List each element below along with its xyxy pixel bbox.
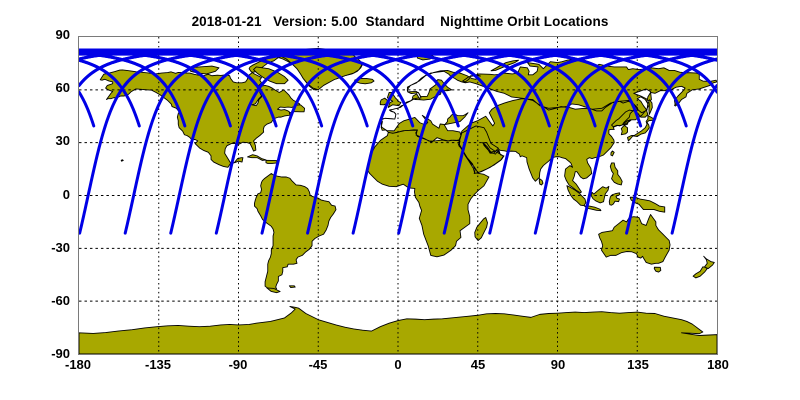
landmass-australia [598,214,671,265]
orbit-track-polar-band [624,51,717,87]
x-tick-label: 135 [627,357,649,372]
landmass-cuba [247,154,267,161]
orbit-track-polar-band [670,57,717,87]
y-tick-label: -30 [51,239,70,255]
x-tick-label: 90 [550,357,566,372]
landmass-new-zealand [692,255,715,279]
y-tick-label: 0 [62,186,70,202]
landmass-madagascar [474,217,488,242]
x-tick-label: -135 [144,357,172,372]
x-tick-label: -45 [308,357,328,372]
landmass-sakhalin [648,99,653,115]
x-tick-label: -90 [228,357,248,372]
y-tick-label: -60 [51,292,70,308]
y-tick-label: 60 [55,80,70,96]
landmass-sumatra [566,185,587,207]
figure-title: 2018-01-21 Version: 5.00 Standard Nightt… [191,14,609,29]
map-canvas [79,37,717,354]
x-tick-label: 180 [707,357,729,372]
landmass-south-america [254,173,337,291]
landmass-hispaniola [265,159,278,164]
x-tick-label: -180 [64,357,92,372]
y-tick-label: 90 [55,27,70,42]
landmass-philippines [609,162,623,186]
landmass-java [583,205,602,212]
landmass-eurasia-africa [366,58,717,258]
map-plot-area [78,36,718,355]
y-tick-label: 30 [55,133,70,149]
landmass-japan [627,114,657,142]
landmass-sulawesi [608,192,621,206]
y-tick-label: -90 [51,346,70,361]
landmass-falkland [288,285,296,289]
landmass-sri-lanka [538,178,544,186]
landmass-tierra [266,287,281,294]
orbit-track-ascending [79,90,96,128]
orbit-track-polar-band [79,58,121,87]
landmass-taiwan [610,150,615,157]
landmass-tasmania [653,266,662,273]
orbit-track-polar-band [79,51,167,87]
x-tick-label: 0 [394,357,402,372]
orbit-track-descending [670,84,717,235]
x-tick-label: 45 [470,357,486,372]
landmass-borneo [590,185,610,204]
landmass-hawaii [120,159,124,162]
landmass-ireland [379,97,388,106]
orbit-track-layer [79,48,717,235]
